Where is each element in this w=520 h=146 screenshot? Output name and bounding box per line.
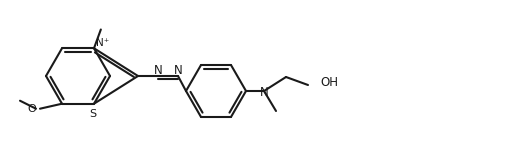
Text: N⁺: N⁺ xyxy=(96,38,109,48)
Text: N: N xyxy=(153,65,162,78)
Text: N: N xyxy=(259,86,268,99)
Text: O: O xyxy=(27,104,36,114)
Text: S: S xyxy=(89,109,97,119)
Text: N: N xyxy=(174,65,183,78)
Text: OH: OH xyxy=(320,77,338,89)
